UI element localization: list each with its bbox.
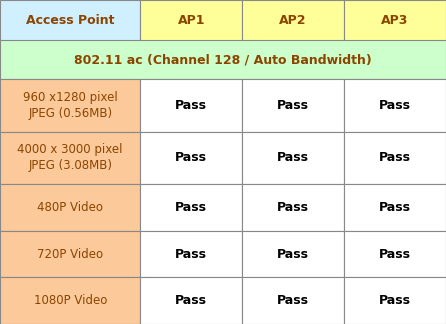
Bar — [0, 79, 140, 132]
Bar — [242, 277, 344, 324]
Text: 960 x1280 pixel
JPEG (0.56MB): 960 x1280 pixel JPEG (0.56MB) — [23, 91, 118, 120]
Text: Pass: Pass — [379, 294, 411, 307]
Bar — [140, 132, 242, 184]
Text: Pass: Pass — [175, 151, 207, 165]
Bar — [140, 79, 242, 132]
Text: 4000 x 3000 pixel
JPEG (3.08MB): 4000 x 3000 pixel JPEG (3.08MB) — [17, 144, 123, 172]
Bar — [0, 132, 140, 184]
Bar — [140, 231, 242, 277]
Text: Pass: Pass — [175, 248, 207, 260]
Text: AP2: AP2 — [279, 14, 307, 27]
Text: Pass: Pass — [175, 201, 207, 214]
Text: Pass: Pass — [277, 248, 309, 260]
Bar — [344, 132, 446, 184]
Bar — [242, 79, 344, 132]
Text: AP1: AP1 — [178, 14, 205, 27]
Bar — [0, 40, 446, 79]
Bar — [344, 79, 446, 132]
Text: Pass: Pass — [379, 99, 411, 112]
Bar — [0, 0, 140, 40]
Bar — [140, 277, 242, 324]
Bar — [242, 231, 344, 277]
Bar — [140, 184, 242, 231]
Text: Pass: Pass — [175, 294, 207, 307]
Bar — [0, 184, 140, 231]
Bar — [242, 0, 344, 40]
Text: Pass: Pass — [277, 294, 309, 307]
Text: AP3: AP3 — [381, 14, 409, 27]
Text: Pass: Pass — [379, 151, 411, 165]
Bar — [344, 277, 446, 324]
Text: 480P Video: 480P Video — [37, 201, 103, 214]
Text: Pass: Pass — [277, 99, 309, 112]
Text: Pass: Pass — [277, 201, 309, 214]
Text: 720P Video: 720P Video — [37, 248, 103, 260]
Text: 802.11 ac (Channel 128 / Auto Bandwidth): 802.11 ac (Channel 128 / Auto Bandwidth) — [74, 53, 372, 66]
Bar — [242, 132, 344, 184]
Bar — [0, 231, 140, 277]
Text: Pass: Pass — [379, 248, 411, 260]
Text: Pass: Pass — [277, 151, 309, 165]
Bar — [140, 0, 242, 40]
Bar — [0, 277, 140, 324]
Bar — [242, 184, 344, 231]
Text: Pass: Pass — [379, 201, 411, 214]
Bar — [344, 0, 446, 40]
Bar — [344, 231, 446, 277]
Text: 1080P Video: 1080P Video — [33, 294, 107, 307]
Text: Access Point: Access Point — [26, 14, 115, 27]
Text: Pass: Pass — [175, 99, 207, 112]
Bar — [344, 184, 446, 231]
